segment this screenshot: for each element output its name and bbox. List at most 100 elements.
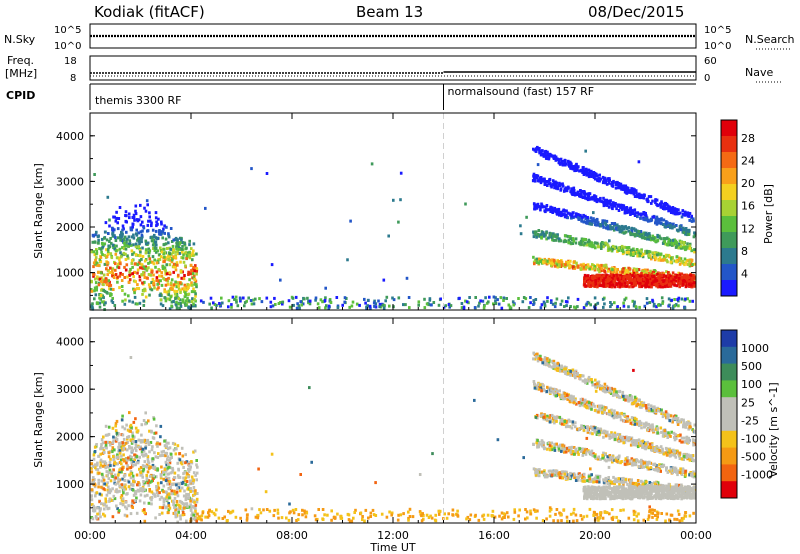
radar-cell (587, 242, 591, 246)
radar-cell (573, 169, 576, 173)
radar-cell (615, 207, 618, 211)
radar-cell (179, 260, 182, 264)
radar-cell (623, 298, 626, 302)
radar-cell (157, 279, 160, 283)
freq-label-line1: Freq. (7, 54, 34, 67)
radar-cell (582, 476, 585, 480)
radar-cell (636, 229, 639, 233)
radar-cell (610, 273, 614, 277)
radar-cell (643, 283, 647, 286)
radar-cell (152, 235, 156, 239)
radar-cell (682, 425, 685, 429)
radar-cell (111, 243, 115, 247)
radar-cell (194, 294, 197, 298)
radar-cell (564, 239, 567, 243)
radar-cell (568, 266, 571, 270)
radar-cell (166, 297, 169, 301)
radar-cell (584, 196, 587, 200)
radar-cell (146, 241, 150, 245)
radar-cell (141, 487, 144, 491)
radar-cell (622, 304, 626, 308)
radar-cell (170, 483, 174, 487)
radar-cell (567, 241, 570, 245)
radar-cell (119, 445, 122, 449)
radar-cell (582, 195, 585, 199)
radar-cell (604, 406, 607, 410)
radar-cell (590, 278, 593, 282)
radar-cell (97, 482, 100, 485)
radar-cell (140, 257, 143, 261)
radar-cell (566, 216, 570, 220)
radar-cell (113, 247, 116, 251)
radar-cell (189, 263, 193, 267)
radar-cell (676, 212, 680, 216)
radar-cell (656, 280, 660, 284)
radar-cell (160, 274, 164, 278)
radar-cell (533, 262, 536, 266)
radar-cell (622, 250, 625, 254)
radar-cell (692, 470, 695, 474)
radar-cell (291, 296, 295, 300)
radar-cell (690, 219, 694, 223)
radar-cell (179, 304, 183, 308)
radar-cell (105, 483, 108, 487)
radar-cell (663, 206, 666, 210)
radar-cell (185, 460, 189, 464)
radar-cell (194, 503, 198, 507)
radar-cell (193, 290, 196, 294)
radar-cell (657, 258, 660, 262)
radar-cell (97, 485, 100, 489)
radar-cell (551, 302, 555, 306)
radar-cell (594, 223, 597, 227)
radar-cell (141, 229, 144, 233)
radar-cell (108, 491, 112, 495)
radar-cell (167, 241, 170, 245)
radar-cell (568, 160, 572, 164)
radar-cell (589, 431, 592, 435)
radar-cell (130, 502, 134, 505)
radar-cell (609, 301, 612, 304)
radar-cell (128, 270, 132, 274)
radar-cell (636, 215, 639, 219)
radar-cell (183, 302, 187, 306)
radar-cell (128, 487, 132, 491)
radar-cell (194, 264, 197, 268)
radar-cell (124, 441, 128, 445)
radar-cell (585, 448, 588, 452)
radar-cell (641, 274, 645, 278)
radar-cell (639, 212, 642, 216)
radar-cell (553, 264, 557, 268)
radar-cell (479, 299, 482, 303)
radar-cell (180, 276, 183, 280)
radar-cell (175, 285, 179, 289)
radar-cell (155, 475, 158, 479)
radar-cell (175, 261, 179, 265)
radar-cell (596, 301, 600, 305)
radar-cell (144, 411, 147, 415)
radar-cell (148, 285, 152, 289)
radar-cell (140, 472, 144, 476)
radar-cell (658, 252, 661, 256)
radar-cell (693, 284, 697, 288)
radar-cell (624, 269, 627, 273)
radar-cell (182, 494, 186, 498)
radar-cell (108, 280, 111, 284)
radar-cell (134, 244, 138, 248)
radar-cell (667, 297, 671, 301)
radar-cell (682, 274, 686, 278)
radar-cell (462, 306, 466, 310)
radar-cell (150, 502, 153, 506)
radar-cell (277, 302, 281, 305)
radar-cell (144, 239, 148, 243)
radar-cell (189, 465, 192, 469)
radar-cell (185, 288, 188, 292)
radar-cell (187, 273, 190, 276)
radar-cell (174, 302, 178, 306)
radar-cell (548, 234, 551, 238)
radar-cell (546, 259, 549, 263)
radar-cell (116, 476, 119, 480)
radar-cell (617, 436, 621, 440)
radar-cell (634, 189, 638, 193)
radar-cell (558, 263, 561, 267)
radar-cell (157, 268, 160, 271)
